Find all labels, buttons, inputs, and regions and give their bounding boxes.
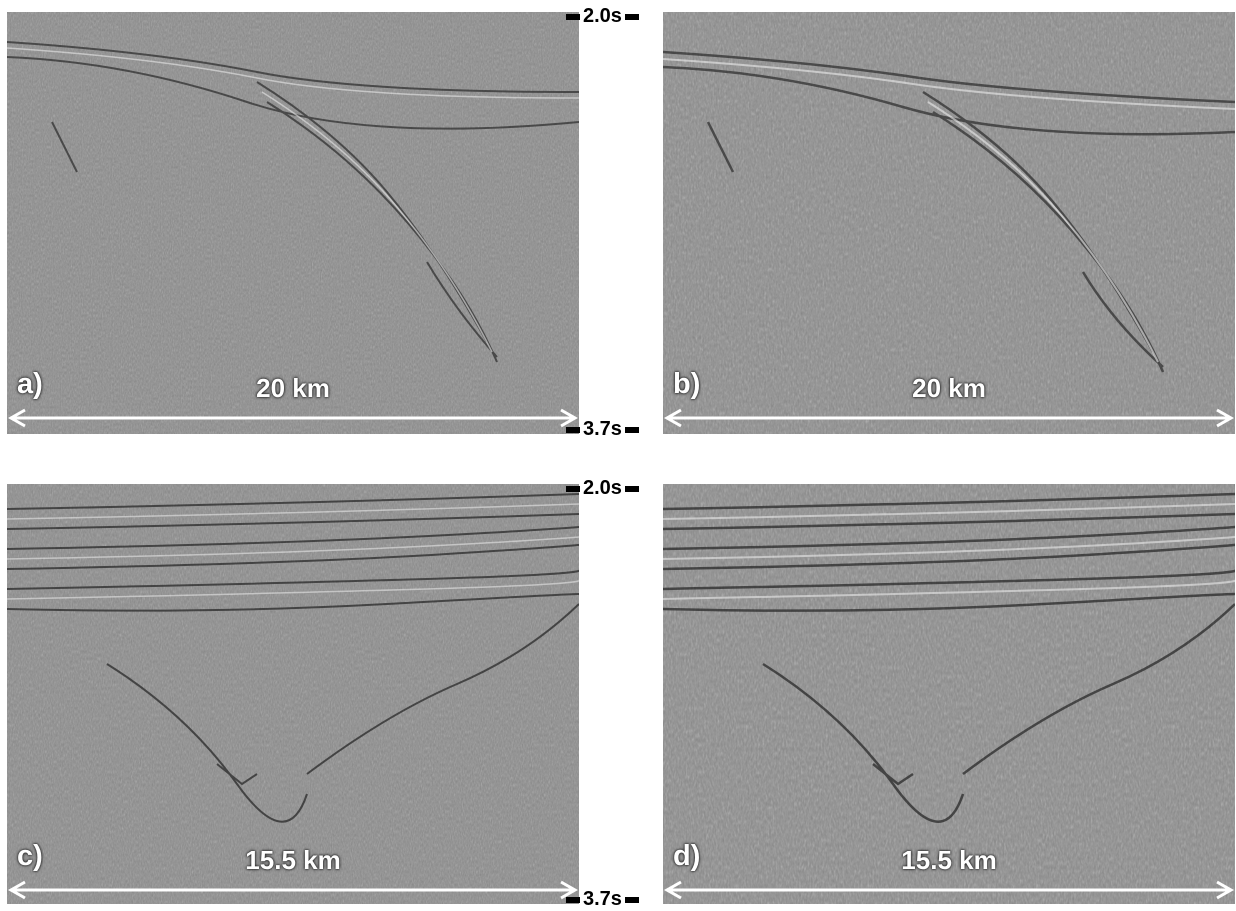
tick-mark: [624, 13, 639, 20]
tick-mark: [566, 13, 580, 20]
tick-mark: [566, 896, 580, 903]
scale-bar: 20 km: [7, 373, 579, 432]
tick-mark: [566, 485, 580, 492]
seismic-image: [7, 484, 579, 904]
panel-label: d): [673, 840, 701, 872]
seismic-panel-c: c) 15.5 km: [7, 484, 579, 904]
tick-mark: [624, 426, 639, 433]
scale-label: 15.5 km: [901, 845, 997, 875]
seismic-image: [663, 484, 1235, 904]
tick-mark: [566, 426, 580, 433]
scale-bar: 15.5 km: [663, 845, 1235, 904]
seismic-panel-a: a) 20 km: [7, 12, 579, 434]
scale-label: 15.5 km: [245, 845, 341, 875]
time-tick-top-end: 3.7s: [566, 418, 639, 441]
tick-label: 2.0s: [583, 477, 622, 499]
panel-label: c): [17, 840, 43, 872]
scale-bar: 20 km: [663, 373, 1235, 432]
seismic-image: [7, 12, 579, 434]
tick-mark: [624, 485, 639, 492]
panel-label: b): [673, 368, 701, 400]
time-tick-top-start: 2.0s: [566, 5, 639, 28]
seismic-panel-d: d) 15.5 km: [663, 484, 1235, 904]
time-tick-bottom-end: 3.7s: [566, 888, 639, 911]
time-tick-bottom-start: 2.0s: [566, 477, 639, 500]
seismic-image: [663, 12, 1235, 434]
scale-label: 20 km: [256, 373, 330, 403]
seismic-panel-b: b) 20 km: [663, 12, 1235, 434]
tick-label: 2.0s: [583, 5, 622, 27]
scale-bar: 15.5 km: [7, 845, 579, 904]
panel-label: a): [17, 368, 43, 400]
scale-label: 20 km: [912, 373, 986, 403]
tick-mark: [624, 896, 639, 903]
tick-label: 3.7s: [583, 888, 622, 910]
tick-label: 3.7s: [583, 418, 622, 440]
